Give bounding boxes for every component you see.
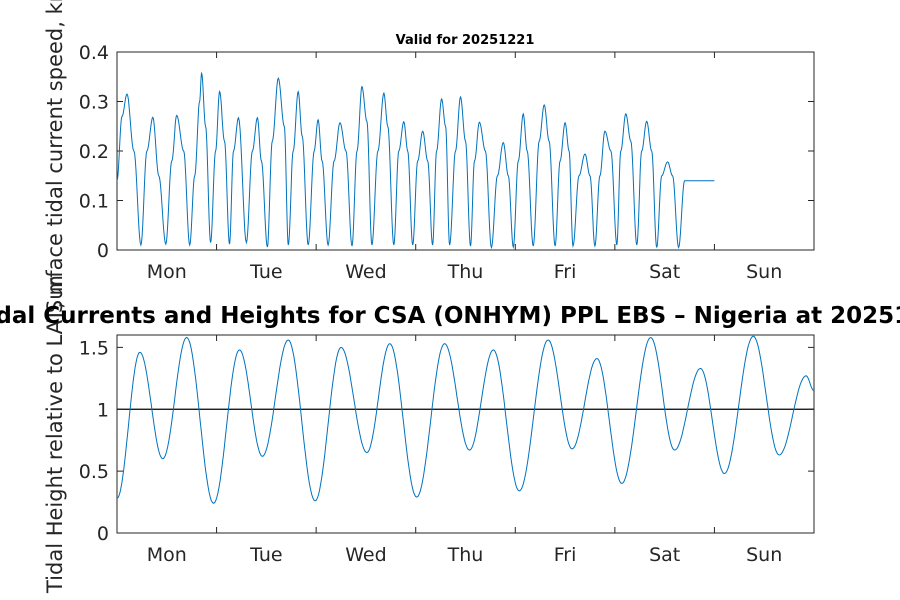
x-tick-label: Thu [447,261,484,283]
bottom-x-ticks: Mon Tue Wed Thu Fri Sat Sun [147,335,782,566]
y-tick-label: 0.5 [79,461,109,483]
x-tick-label: Sun [746,261,782,283]
y-tick-label: 0 [97,240,109,262]
x-tick-label: Wed [345,544,386,566]
x-tick-label: Mon [147,261,187,283]
top-y-ticks: 0 0.1 0.2 0.3 0.4 [79,42,814,262]
x-tick-label: Mon [147,544,187,566]
y-tick-label: 0.4 [79,42,109,64]
x-tick-label: Tue [249,261,282,283]
bottom-plot-frame [116,334,815,534]
x-tick-label: Sat [649,544,680,566]
x-tick-label: Fri [554,544,577,566]
main-title: Tidal Currents and Heights for CSA (ONHY… [0,303,900,329]
y-tick-label: 0 [97,523,109,545]
top-y-axis-label: Surface tidal current speed, kn [43,0,67,313]
current-speed-series-line [116,71,715,250]
x-tick-label: Fri [554,261,577,283]
y-tick-label: 0.2 [79,141,109,163]
top-x-ticks: Mon Tue Wed Thu Fri Sat Sun [147,52,782,283]
x-tick-label: Thu [447,544,484,566]
top-plot-frame [116,51,815,251]
bottom-y-ticks: 0 0.5 1 1.5 [79,337,814,545]
current-speed-chart: Valid for 20251221 0 0.1 0.2 0.3 0.4 Mon Tue W… [43,0,815,313]
tidal-height-chart: 0 0.5 1 1.5 Mon Tue Wed Thu Fri Sat Sun Tidal Hei… [43,275,815,594]
y-tick-label: 0.1 [79,191,109,213]
x-tick-label: Sun [746,544,782,566]
top-chart-title: Valid for 20251221 [396,33,535,48]
y-tick-label: 1.5 [79,337,109,359]
bottom-y-axis-label: Tidal Height relative to LAT, m [43,275,67,594]
tidal-height-series-line [116,335,815,504]
x-tick-label: Tue [249,544,282,566]
x-tick-label: Wed [345,261,386,283]
y-tick-label: 1 [97,399,109,421]
y-tick-label: 0.3 [79,92,109,114]
x-tick-label: Sat [649,261,680,283]
